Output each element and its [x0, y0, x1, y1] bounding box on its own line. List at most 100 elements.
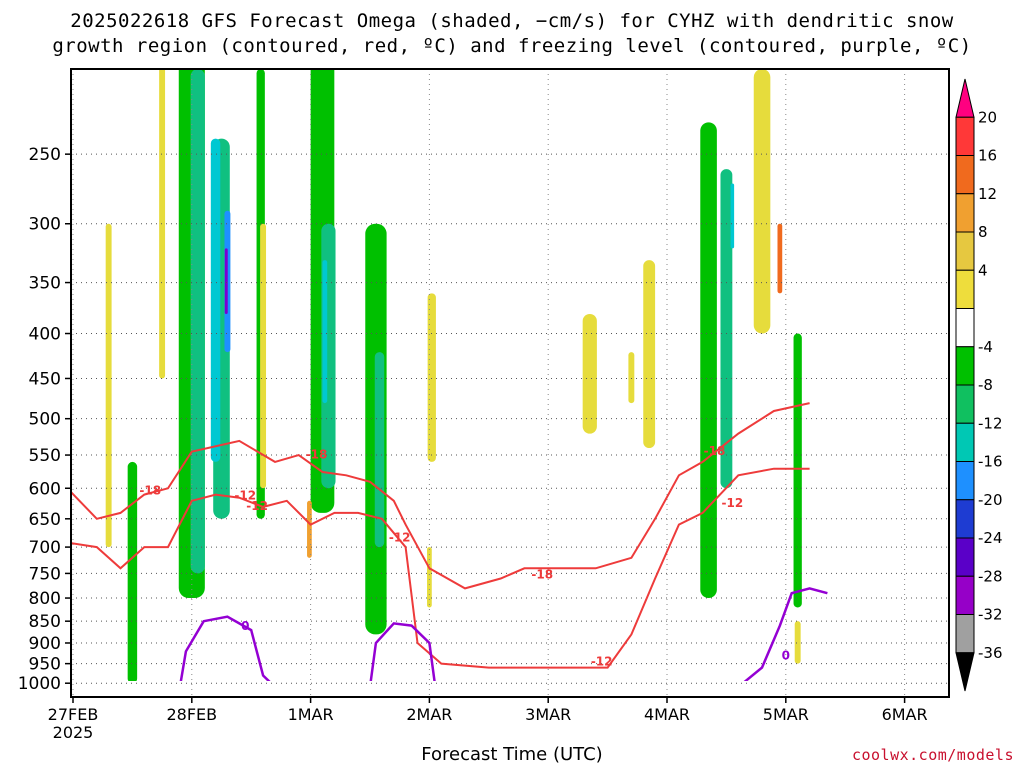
x-tick-label: 28FEB	[166, 705, 217, 724]
y-tick-label: 850	[29, 612, 61, 632]
contour-minus12	[71, 467, 810, 669]
chart-title-line-2: growth region (contoured, red, ºC) and f…	[52, 35, 972, 57]
colorbar-bin	[955, 193, 975, 233]
colorbar-bin	[955, 461, 975, 501]
omega-cell	[700, 122, 717, 599]
colorbar-tick-label: -12	[978, 414, 1003, 432]
y-tick-label: 600	[29, 479, 61, 499]
omega-cell	[730, 183, 735, 249]
colorbar-tick-label: -16	[978, 453, 1003, 471]
y-tick-label: 950	[29, 655, 61, 675]
colorbar-top-arrow	[955, 78, 975, 118]
y-tick-label: 400	[29, 325, 61, 345]
omega-cell	[643, 260, 656, 449]
y-axis: 2503003504004505005506006507007508008509…	[18, 145, 71, 694]
contour-label: -12	[234, 489, 256, 503]
colorbar-tick-label: 4	[978, 261, 988, 279]
colorbar-bin	[955, 537, 975, 577]
contour-label: 0	[241, 619, 249, 633]
omega-cell	[127, 461, 138, 681]
omega-cell	[793, 333, 802, 608]
omega-cell	[582, 313, 597, 434]
omega-cell	[720, 169, 733, 489]
x-tick-year: 2025	[53, 723, 94, 742]
y-tick-label: 450	[29, 369, 61, 389]
colorbar-tick-label: -28	[978, 567, 1003, 585]
colorbar-tick-label: -36	[978, 644, 1003, 662]
colorbar-tick-label: -24	[978, 529, 1003, 547]
colorbar-bin	[955, 499, 975, 539]
x-tick-label: 5MAR	[763, 705, 809, 724]
colorbar-tick-label: -8	[978, 376, 993, 394]
colorbar-bin	[955, 231, 975, 271]
colorbar-bin	[955, 308, 975, 348]
x-tick-label: 3MAR	[525, 705, 571, 724]
y-tick-label: 900	[29, 634, 61, 654]
contour-label: -12	[389, 531, 411, 545]
omega-shading	[105, 69, 802, 681]
contour-label: -18	[704, 444, 726, 458]
y-tick-label: 750	[29, 564, 61, 584]
colorbar-bin	[955, 384, 975, 424]
omega-cell	[427, 293, 436, 462]
y-tick-label: 650	[29, 510, 61, 530]
colorbar-bin	[955, 155, 975, 195]
x-tick-label: 2MAR	[406, 705, 452, 724]
omega-cell	[210, 138, 221, 462]
chart-title-line-1: 2025022618 GFS Forecast Omega (shaded, −…	[70, 10, 954, 32]
contour-freezing	[743, 587, 828, 681]
colorbar-bin	[955, 269, 975, 309]
x-tick-label: 1MAR	[288, 705, 334, 724]
y-tick-label: 300	[29, 215, 61, 235]
contour-freezing	[369, 622, 436, 681]
colorbar-tick-label: -20	[978, 491, 1003, 509]
colorbar-bottom-arrow	[955, 652, 975, 692]
y-tick-label: 800	[29, 589, 61, 609]
x-tick-label: 4MAR	[644, 705, 690, 724]
omega-cell	[105, 223, 112, 548]
omega-cell	[777, 223, 783, 294]
y-tick-label: 350	[29, 274, 61, 294]
colorbar-bin	[955, 614, 975, 654]
omega-cell	[374, 352, 385, 548]
colorbar-bin	[955, 116, 975, 156]
contour-label: 0	[782, 649, 790, 663]
contour-label: -18	[531, 567, 553, 581]
omega-cell	[190, 69, 205, 574]
colorbar-tick-label: -4	[978, 338, 993, 356]
colorbar-bin	[955, 575, 975, 615]
omega-cell	[159, 69, 166, 379]
contour-label: -18	[139, 484, 161, 498]
contour-label: -12	[591, 655, 613, 669]
y-tick-label: 1000	[18, 674, 61, 694]
colorbar-tick-label: 16	[978, 147, 997, 165]
omega-cell	[307, 500, 312, 558]
x-axis-label: Forecast Time (UTC)	[421, 744, 603, 765]
contour-minus18	[71, 402, 810, 590]
omega-cell	[794, 621, 801, 664]
y-tick-label: 550	[29, 446, 61, 466]
plot-frame	[70, 68, 950, 698]
x-tick-label: 6MAR	[882, 705, 928, 724]
omega-cell	[427, 547, 432, 608]
y-tick-label: 250	[29, 145, 61, 165]
contour-freezing	[179, 615, 271, 681]
x-axis: 27FEB 28FEB 1MAR 2MAR 3MAR 4MAR 5MAR 6MAR 2025	[48, 697, 928, 742]
colorbar-tick-label: -32	[978, 606, 1003, 624]
colorbar-tick-label: 8	[978, 223, 988, 241]
contour-label: -18	[306, 448, 328, 462]
contour-label: -12	[246, 499, 268, 513]
y-tick-label: 700	[29, 538, 61, 558]
x-tick-label: 27FEB	[48, 705, 99, 724]
omega-cell	[322, 260, 328, 404]
colorbar-tick-label: 12	[978, 185, 997, 203]
colorbar-tick-label: 20	[978, 108, 997, 126]
omega-cell	[224, 248, 228, 314]
colorbar: 20 16 12 8 4 -4 -8 -12 -16 -20 -24 -28 -32 -36	[955, 78, 1003, 692]
omega-cell	[753, 69, 771, 334]
y-tick-label: 500	[29, 410, 61, 430]
colorbar-bin	[955, 422, 975, 462]
credit-text: coolwx.com/models	[851, 746, 1014, 764]
